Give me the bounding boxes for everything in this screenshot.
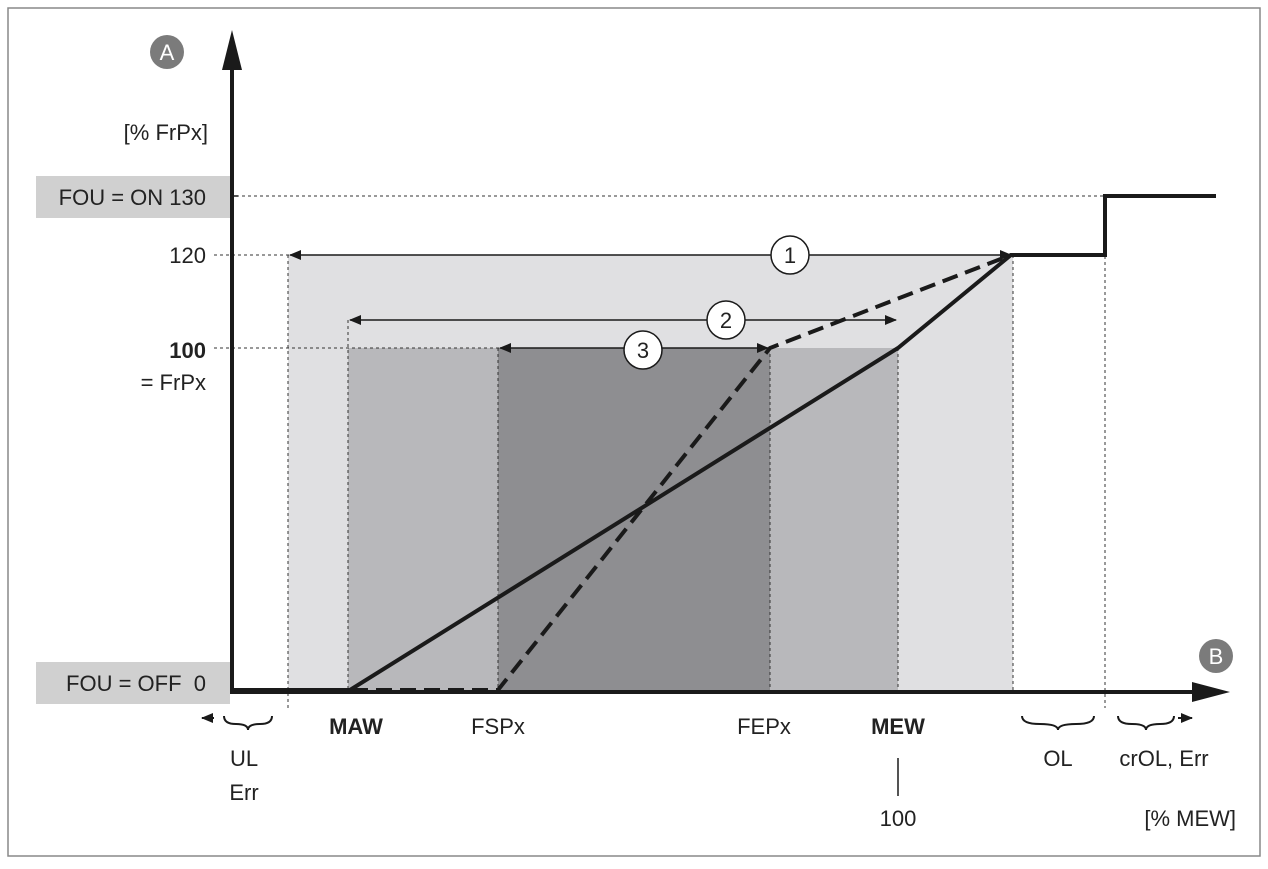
- badge-b: B: [1199, 639, 1233, 673]
- y-tick-120-label: 120: [169, 243, 206, 268]
- y-unit-label: [% FrPx]: [124, 120, 208, 145]
- y-axis-arrow-icon: [222, 30, 242, 70]
- horizontal-guides: [214, 195, 1105, 349]
- fou-off-box: [36, 662, 230, 704]
- x-axis-arrow-icon: [1192, 682, 1230, 702]
- range-marker-2-text: 2: [720, 308, 732, 333]
- y-tick-100-label: 100: [169, 338, 206, 363]
- x-tick-mew-value: 100: [880, 806, 917, 831]
- badge-a-text: A: [160, 40, 175, 65]
- fou-on-box: [36, 176, 230, 218]
- y-tick-fou-off-label: FOU = OFF 0: [66, 671, 206, 696]
- ul-err-label: Err: [229, 780, 258, 805]
- ol-brace-icon: [1021, 715, 1095, 731]
- x-tick-maw: MAW: [329, 714, 383, 739]
- y-tick-fou-on-label: FOU = ON 130: [59, 185, 206, 210]
- ol-label: OL: [1043, 746, 1072, 771]
- x-tick-mew: MEW: [871, 714, 925, 739]
- x-unit-label: [% MEW]: [1144, 806, 1236, 831]
- x-tick-fspx: FSPx: [471, 714, 525, 739]
- y-tick-100-sublabel: = FrPx: [141, 370, 206, 395]
- badge-a: A: [150, 35, 184, 69]
- range-marker-3-circle: [623, 330, 663, 370]
- x-tick-fepx: FEPx: [737, 714, 791, 739]
- badge-b-text: B: [1209, 644, 1224, 669]
- range-marker-2-circle: [706, 300, 746, 340]
- badge-a-circle: [150, 35, 184, 69]
- range-marker-1-text: 1: [784, 243, 796, 268]
- range-marker-3: 3: [623, 330, 663, 370]
- ul-brace-icon: [223, 715, 273, 731]
- badge-b-circle: [1199, 639, 1233, 673]
- range-marker-1-circle: [770, 235, 810, 275]
- range-marker-3-text: 3: [637, 338, 649, 363]
- range-marker-1: 1: [770, 235, 810, 275]
- ul-label: UL: [230, 746, 258, 771]
- range-marker-2: 2: [706, 300, 746, 340]
- crol-label: crOL, Err: [1119, 746, 1208, 771]
- crol-brace-icon: [1117, 715, 1175, 731]
- vertical-guides: [287, 196, 1106, 708]
